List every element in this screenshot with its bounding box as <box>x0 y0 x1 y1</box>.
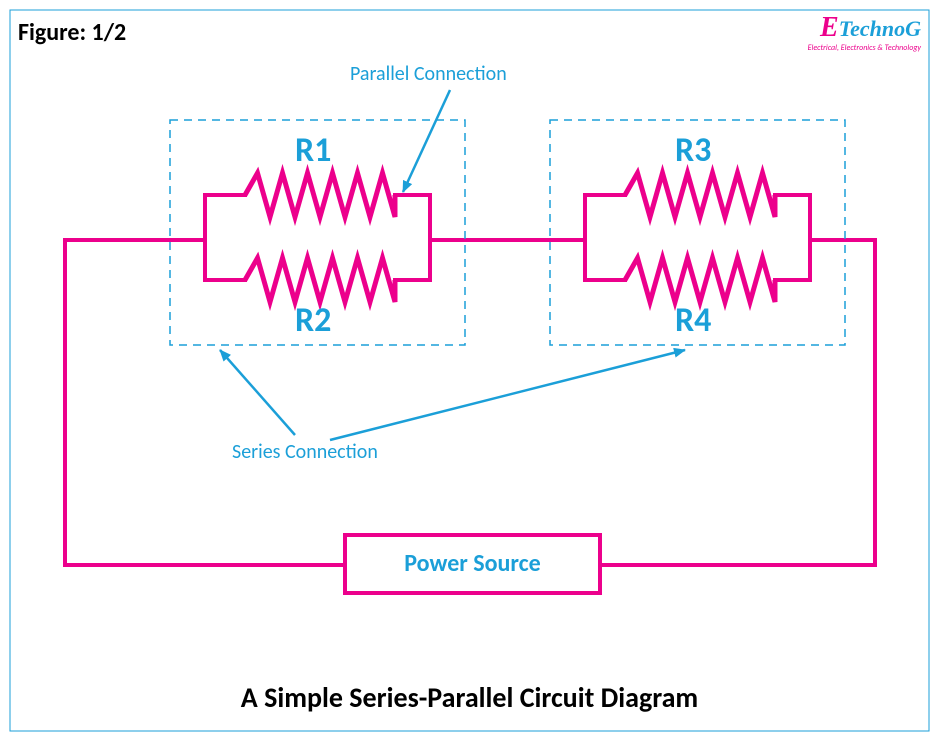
resistor-label-R1: R1 <box>295 130 331 171</box>
arrow-series-1 <box>220 350 295 435</box>
outer-border <box>10 10 929 731</box>
resistor-R4 <box>625 258 775 302</box>
circuit-diagram <box>0 0 939 741</box>
arrow-series-2 <box>330 350 685 440</box>
power-source-label: Power Source <box>345 549 600 578</box>
parallel-connection-label: Parallel Connection <box>350 62 507 86</box>
resistor-R3 <box>625 173 775 217</box>
arrow-parallel <box>403 90 450 192</box>
resistor-label-R4: R4 <box>675 300 711 341</box>
resistor-R2 <box>245 258 395 302</box>
diagram-title: A Simple Series-Parallel Circuit Diagram <box>0 680 939 715</box>
series-connection-label: Series Connection <box>232 440 378 464</box>
resistor-label-R2: R2 <box>295 300 331 341</box>
resistor-R1 <box>245 173 395 217</box>
resistor-label-R3: R3 <box>675 130 711 171</box>
